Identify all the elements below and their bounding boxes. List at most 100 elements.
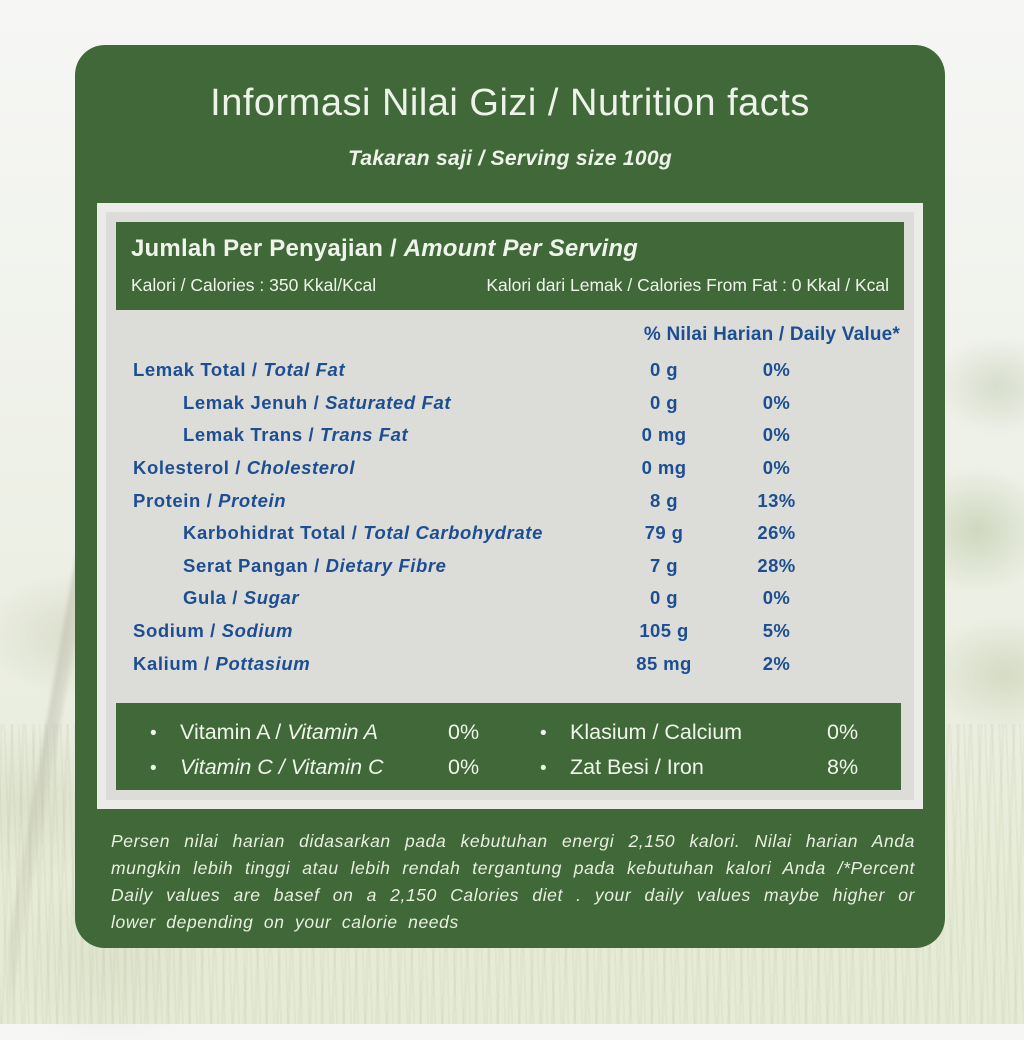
nutrient-label-id: Lemak Total / [133, 359, 258, 381]
micronutrient-label: Vitamin C / Vitamin C [180, 752, 448, 783]
nutrient-daily-value: 0% [762, 391, 791, 413]
nutrient-amount: 8 g [650, 489, 678, 511]
nutrient-label-id: Gula / [183, 587, 238, 609]
nutrient-label-id: Protein / [133, 489, 213, 511]
nutrient-daily-value: 0% [762, 424, 791, 446]
nutrient-daily-value: 0% [762, 359, 791, 381]
nutrient-label-en: Trans Fat [319, 424, 409, 446]
nutrient-label-en: Saturated Fat [325, 391, 452, 413]
nutrient-label: Gula / Sugar [106, 587, 604, 609]
micronutrient-item: • Zat Besi / Iron 8% [540, 752, 891, 784]
nutrient-amount: 7 g [650, 554, 678, 576]
nutrient-daily-value: 2% [762, 652, 791, 674]
nutrient-amount: 0 g [650, 359, 678, 381]
nutrient-label-en: Total Carbohydrate [363, 522, 543, 544]
nutrient-label-en: Cholesterol [246, 457, 356, 479]
amount-per-serving-title-id: Jumlah Per Penyajian / [131, 235, 397, 262]
nutrient-label: Lemak Jenuh / Saturated Fat [106, 392, 604, 414]
table-row: Lemak Total / Total Fat 0 g 0% [106, 354, 914, 387]
table-row: Karbohidrat Total / Total Carbohydrate 79… [106, 517, 914, 550]
nutrient-daily-value: 26% [757, 522, 796, 544]
nutrient-amount: 79 g [644, 522, 684, 544]
nutrient-label-id: Serat Pangan / [183, 554, 320, 576]
nutrient-amount: 0 mg [641, 424, 687, 446]
nutrient-label-id: Lemak Trans / [183, 424, 315, 446]
micronutrients-box: • Vitamin A / Vitamin A 0% • Vitamin C / Vit… [116, 703, 901, 790]
table-row: Protein / Protein 8 g 13% [106, 484, 914, 517]
nutrient-label: Kalium / Pottasium [106, 653, 604, 675]
nutrient-daily-value: 5% [762, 620, 791, 642]
nutrient-amount: 105 g [639, 620, 689, 642]
nutrient-amount: 0 g [650, 587, 678, 609]
nutrient-label-en: Sugar [243, 587, 300, 609]
daily-value-column-header: % Nilai Harian / Daily Value* [643, 324, 900, 345]
micronutrient-label-en: Vitamin C [290, 755, 384, 779]
nutrient-label: Karbohidrat Total / Total Carbohydrate [106, 522, 604, 544]
micronutrient-value: 0% [448, 755, 480, 779]
nutrient-label-id: Lemak Jenuh / [183, 391, 320, 413]
nutrient-label: Sodium / Sodium [106, 620, 604, 642]
amount-per-serving-title-en: Amount Per Serving [403, 235, 639, 262]
nutrient-daily-value: 28% [757, 554, 796, 576]
nutrient-label-en: Total Fat [263, 359, 346, 381]
nutrient-amount: 85 mg [636, 652, 692, 674]
micronutrient-label: Zat Besi / Iron [570, 752, 827, 783]
micronutrient-label-en: Iron [666, 755, 704, 779]
micronutrient-value: 8% [827, 755, 859, 779]
micronutrient-item: • Klasium / Calcium 0% [540, 717, 891, 749]
micronutrients-right-column: • Klasium / Calcium 0% • Zat Besi / Iron 8% [512, 717, 891, 790]
micronutrient-label-id: Vitamin C / [180, 755, 285, 779]
table-row: Gula / Sugar 0 g 0% [106, 582, 914, 615]
nutrient-label: Protein / Protein [106, 490, 604, 512]
micronutrient-item: • Vitamin A / Vitamin A 0% [150, 717, 512, 749]
micronutrient-label-id: Klasium / [570, 720, 659, 744]
micronutrient-label-en: Calcium [664, 720, 743, 744]
nutrient-label-id: Kolesterol / [133, 457, 241, 479]
micronutrient-label: Vitamin A / Vitamin A [180, 717, 448, 748]
nutrient-table: Lemak Total / Total Fat 0 g 0% Lemak Jenuh … [106, 354, 914, 680]
nutrient-label: Lemak Trans / Trans Fat [106, 424, 604, 446]
bullet-icon: • [150, 723, 157, 744]
nutrient-amount: 0 mg [641, 457, 687, 479]
nutrient-daily-value: 0% [762, 457, 791, 479]
table-row: Kolesterol / Cholesterol 0 mg 0% [106, 452, 914, 485]
nutrient-label-id: Sodium / [133, 620, 216, 642]
calories-from-fat-value: Kalori dari Lemak / Calories From Fat : … [486, 275, 889, 295]
nutrient-label-id: Kalium / [133, 652, 210, 674]
table-row: Lemak Trans / Trans Fat 0 mg 0% [106, 419, 914, 452]
nutrient-daily-value: 0% [762, 587, 791, 609]
card-title: Informasi Nilai Gizi / Nutrition facts [210, 82, 810, 124]
nutrient-label: Serat Pangan / Dietary Fibre [106, 555, 604, 577]
micronutrient-item: • Vitamin C / Vitamin C 0% [150, 752, 512, 784]
table-row: Serat Pangan / Dietary Fibre 7 g 28% [106, 550, 914, 583]
serving-size-subtitle: Takaran saji / Serving size 100g [348, 147, 672, 170]
calories-value: Kalori / Calories : 350 Kkal/Kcal [131, 275, 377, 295]
nutrient-label-en: Dietary Fibre [325, 554, 447, 576]
table-row: Lemak Jenuh / Saturated Fat 0 g 0% [106, 387, 914, 420]
table-row: Sodium / Sodium 105 g 5% [106, 615, 914, 648]
nutrient-label-id: Karbohidrat Total / [183, 522, 358, 544]
micronutrient-label: Klasium / Calcium [570, 717, 827, 748]
micronutrient-value: 0% [827, 720, 859, 744]
table-row: Kalium / Pottasium 85 mg 2% [106, 647, 914, 680]
micronutrient-label-en: Vitamin A [287, 720, 379, 744]
micronutrient-label-id: Vitamin A / [180, 720, 282, 744]
nutrient-label: Kolesterol / Cholesterol [106, 457, 604, 479]
amount-per-serving-title: Jumlah Per Penyajian / Amount Per Servin… [131, 235, 889, 263]
nutrient-label: Lemak Total / Total Fat [106, 359, 604, 381]
nutrient-label-en: Pottasium [215, 652, 311, 674]
nutrient-label-en: Sodium [221, 620, 294, 642]
facts-panel: Jumlah Per Penyajian / Amount Per Servin… [97, 203, 923, 809]
calories-row: Kalori / Calories : 350 Kkal/Kcal Kalori… [131, 275, 889, 296]
bullet-icon: • [150, 758, 157, 779]
nutrition-facts-card: Informasi Nilai Gizi / Nutrition facts T… [75, 45, 945, 948]
bullet-icon: • [540, 758, 547, 779]
nutrient-amount: 0 g [650, 391, 678, 413]
micronutrient-label-id: Zat Besi / [570, 755, 661, 779]
nutrient-daily-value: 13% [757, 489, 796, 511]
bullet-icon: • [540, 723, 547, 744]
micronutrients-left-column: • Vitamin A / Vitamin A 0% • Vitamin C / Vit… [150, 717, 512, 790]
micronutrient-value: 0% [448, 720, 480, 744]
daily-value-footnote: Persen nilai harian didasarkan pada kebu… [111, 831, 915, 933]
amount-per-serving-header: Jumlah Per Penyajian / Amount Per Servin… [116, 222, 904, 310]
